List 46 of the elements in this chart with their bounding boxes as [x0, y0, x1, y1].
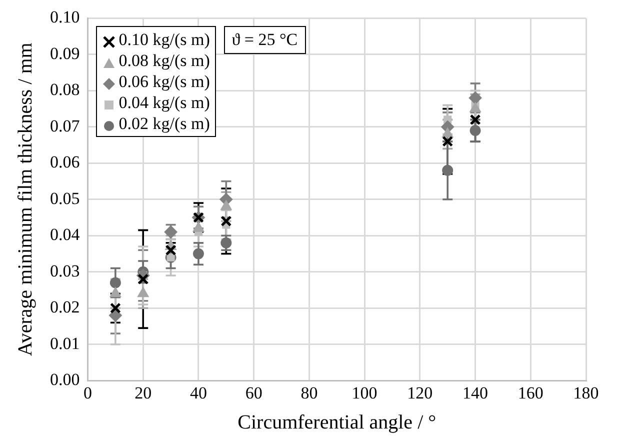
point: [470, 114, 481, 126]
x-tick-label: 60: [245, 383, 262, 402]
y-tick-label: 0.08: [50, 80, 80, 100]
point: [442, 128, 454, 138]
point: [108, 308, 122, 322]
point: [192, 222, 204, 232]
y-tick-label: 0.10: [50, 8, 80, 27]
legend-label: 0.06 kg/(s m): [118, 71, 210, 92]
point: [110, 277, 121, 288]
y-tick-label: 0.05: [50, 188, 80, 208]
legend-label: 0.08 kg/(s m): [118, 50, 210, 72]
legend-label: 0.04 kg/(s m): [118, 92, 210, 114]
point: [470, 125, 481, 136]
point: [192, 248, 204, 260]
point: [220, 200, 232, 210]
y-tick-label: 0.09: [50, 44, 80, 63]
legend-label: 0.10 kg/(s m): [118, 29, 210, 50]
point: [110, 302, 121, 314]
x-tick-label: 120: [407, 383, 433, 402]
y-tick-label: 0.03: [50, 261, 80, 280]
point: [220, 216, 232, 227]
x-tick-label: 140: [462, 383, 488, 402]
x-tick-label: 20: [134, 383, 152, 402]
x-tick-label: 160: [518, 383, 544, 402]
x-tick-label: 40: [190, 383, 207, 402]
point: [442, 164, 454, 176]
y-tick-label: 0.06: [50, 152, 80, 172]
x-tick-label: 80: [300, 383, 318, 402]
y-tick-label: 0.07: [50, 116, 80, 136]
annotation: ϑ = 25 °C: [224, 26, 306, 54]
point: [468, 91, 482, 104]
x-tick-label: 0: [84, 383, 92, 402]
y-tick-label: 0.00: [50, 370, 80, 390]
x-tick-label: 100: [352, 383, 378, 402]
y-tick-label: 0.02: [50, 298, 80, 317]
point: [110, 287, 122, 298]
x-tick-label: 180: [573, 383, 599, 402]
point: [470, 102, 481, 112]
y-tick-label: 0.01: [50, 334, 80, 353]
x-axis-title: Circumferential angle / °: [238, 411, 436, 434]
y-axis-title: Average minimum film thickness / mm: [14, 42, 36, 356]
point: [138, 274, 149, 285]
point: [137, 287, 149, 298]
legend-label: 0.02 kg/(s m): [118, 113, 210, 134]
y-tick-label: 0.04: [50, 225, 80, 244]
point: [442, 136, 454, 147]
